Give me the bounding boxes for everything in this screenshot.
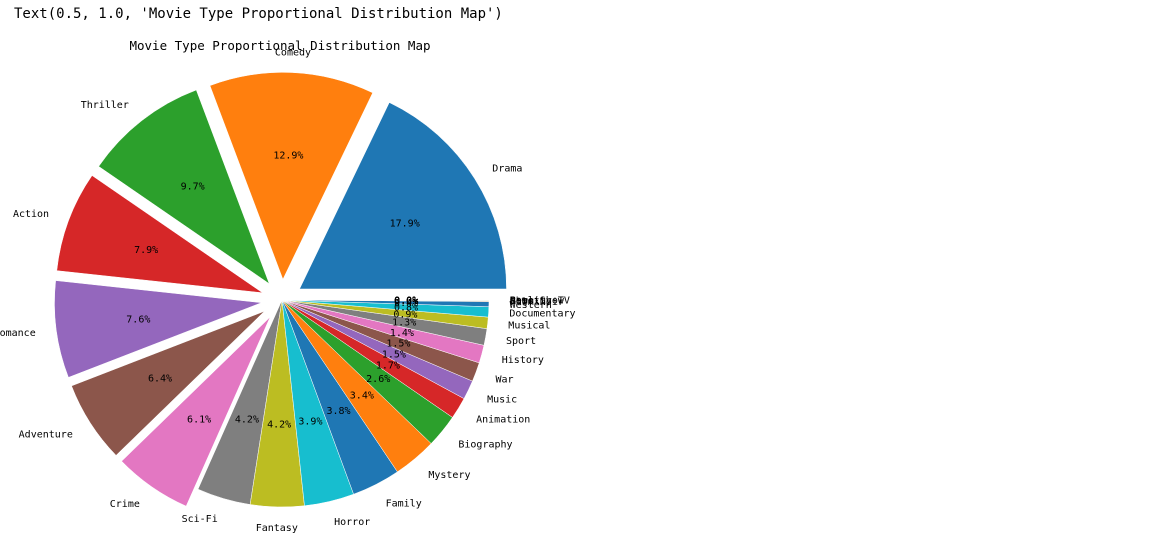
- pie-percent-label: 1.3%: [392, 318, 416, 329]
- pie-category-label: Biography: [458, 439, 512, 450]
- pie-category-label: Animation: [476, 414, 530, 425]
- pie-percent-label: 0.0%: [394, 296, 418, 307]
- pie-category-label: Comedy: [275, 47, 311, 58]
- pie-percent-label: 9.7%: [181, 181, 205, 192]
- pie-category-label: Game-Show: [510, 296, 565, 307]
- pie-category-label: Sci-Fi: [182, 514, 218, 525]
- pie-percent-label: 6.4%: [148, 374, 172, 385]
- pie-percent-label: 0.0%: [394, 296, 418, 307]
- pie-percent-labels: 17.9% 12.9% 9.7% 7.9% 7.6% 6.4% 6.1% 4.2% 4.2% 3.…: [126, 151, 419, 431]
- pie-category-label: Romance: [0, 328, 36, 339]
- pie-category-label: Music: [487, 394, 517, 405]
- pie-percent-label: 1.4%: [390, 328, 414, 339]
- pie-slice-crime: [121, 316, 271, 507]
- pie-percent-label: 0.0%: [394, 296, 418, 307]
- pie-percent-label: 4.2%: [235, 415, 259, 426]
- pie-percent-label: 0.8%: [394, 303, 418, 314]
- pie-category-label: Thriller: [81, 100, 129, 111]
- pie-percent-label: 12.9%: [273, 151, 303, 162]
- pie-percent-label: 7.6%: [126, 314, 150, 325]
- pie-slice-action: [56, 175, 263, 294]
- pie-percent-label: 17.9%: [390, 218, 420, 229]
- pie-slice-romance: [54, 280, 262, 378]
- pie-category-label: Crime: [110, 499, 140, 510]
- pie-percent-label: 0.4%: [394, 298, 418, 309]
- pie-slice-drama: [299, 102, 507, 290]
- pie-category-label: Western: [510, 300, 552, 311]
- pie-category-label: Fantasy: [256, 523, 298, 534]
- cell-output-text: Text(0.5, 1.0, 'Movie Type Proportional …: [14, 6, 503, 22]
- pie-category-label: Sport: [506, 336, 536, 347]
- pie-category-label: Horror: [334, 517, 370, 528]
- pie-percent-label: 7.9%: [134, 245, 158, 256]
- pie-category-label: Drama: [492, 163, 522, 174]
- pie-percent-label: 6.1%: [187, 414, 211, 425]
- pie-category-label: Adventure: [19, 430, 73, 441]
- pie-category-label: Documentary: [509, 309, 575, 320]
- pie-category-label: Family: [386, 498, 422, 509]
- pie-category-label: History: [502, 355, 544, 366]
- pie-category-label: War: [495, 375, 513, 386]
- pie-category-label: Reality-TV: [510, 296, 570, 307]
- pie-percent-label: 3.4%: [350, 391, 374, 402]
- pie-category-label: Musical: [508, 321, 550, 332]
- pie-percent-label: 3.9%: [298, 416, 322, 427]
- pie-category-labels: Drama Comedy Thriller Action Romance Adventur…: [0, 47, 576, 534]
- pie-category-label: Action: [13, 209, 49, 220]
- pie-category-label: Mystery: [428, 470, 470, 481]
- pie-percent-label: 0.0%: [394, 296, 418, 307]
- pie-slices: [54, 72, 507, 508]
- pie-percent-label: 2.6%: [366, 374, 390, 385]
- pie-category-label: Short: [510, 296, 540, 307]
- pie-slice-thriller: [98, 89, 270, 285]
- pie-slice-adventure: [71, 310, 265, 456]
- pie-percent-label: 1.5%: [382, 349, 406, 360]
- pie-slice-comedy: [209, 72, 374, 280]
- pie-percent-label: 3.8%: [326, 406, 350, 417]
- pie-percent-label: 4.2%: [267, 420, 291, 431]
- pie-category-label: Film-Noir: [510, 297, 564, 308]
- pie-percent-label: 0.0%: [394, 296, 418, 307]
- pie-category-label: News: [510, 296, 534, 307]
- chart-title: Movie Type Proportional Distribution Map: [129, 38, 430, 53]
- pie-percent-label: 0.9%: [393, 309, 417, 320]
- pie-percent-label: 1.5%: [386, 339, 410, 350]
- pie-percent-label: 1.7%: [376, 360, 400, 371]
